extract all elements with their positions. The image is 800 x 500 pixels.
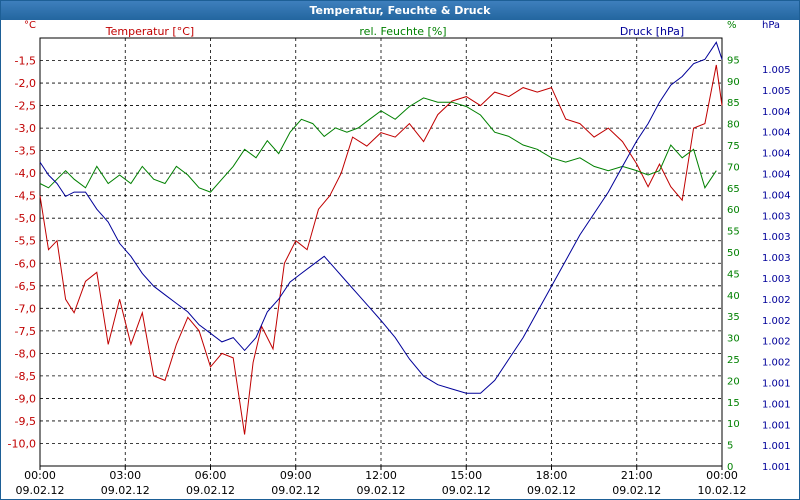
pressure-tick-label: 1.003 (762, 274, 791, 285)
x-tick-time: 00:00 (706, 469, 738, 482)
humidity-tick-label: 30 (727, 334, 740, 345)
humidity-tick-label: 10 (727, 419, 740, 430)
temperature-tick-label: -2,5 (15, 100, 36, 113)
humidity-tick-label: 40 (727, 291, 740, 302)
plot-area (39, 37, 723, 467)
pressure-tick-label: 1.001 (762, 441, 791, 452)
x-tick-date: 09.02.12 (527, 484, 576, 497)
humidity-tick-label: 35 (727, 312, 740, 323)
humidity-tick-label: 60 (727, 205, 740, 216)
pressure-tick-label: 1.004 (762, 190, 791, 201)
pressure-tick-label: 1.002 (762, 337, 791, 348)
temperature-tick-label: -6,0 (15, 257, 36, 270)
pressure-tick-label: 1.002 (762, 358, 791, 369)
temperature-tick-label: -4,5 (15, 190, 36, 203)
temperature-tick-label: -5,5 (15, 235, 36, 248)
humidity-tick-label: 20 (727, 376, 740, 387)
pressure-tick-label: 1.004 (762, 170, 791, 181)
x-tick-date: 09.02.12 (186, 484, 235, 497)
humidity-tick-label: 80 (727, 120, 740, 131)
x-tick-date: 09.02.12 (101, 484, 150, 497)
humidity-tick-label: 25 (727, 355, 740, 366)
humidity-tick-label: 0 (727, 462, 733, 473)
humidity-tick-label: 85 (727, 98, 740, 109)
series-line-temperature (39, 64, 723, 435)
x-tick-date: 10.02.12 (698, 484, 747, 497)
humidity-axis-title: rel. Feuchte [%] (359, 25, 446, 38)
temperature-tick-label: -3,5 (15, 145, 36, 158)
temperature-tick-label: -10,0 (8, 437, 36, 450)
pressure-unit-label: hPa (762, 20, 780, 31)
temperature-tick-label: -1,5 (15, 55, 36, 68)
humidity-tick-label: 70 (727, 162, 740, 173)
x-tick-time: 12:00 (365, 469, 397, 482)
x-tick-time: 03:00 (109, 469, 141, 482)
humidity-tick-label: 90 (727, 77, 740, 88)
pressure-tick-label: 1.003 (762, 232, 791, 243)
x-tick-time: 18:00 (536, 469, 568, 482)
pressure-tick-label: 1.005 (762, 86, 791, 97)
x-tick-date: 09.02.12 (612, 484, 661, 497)
temperature-tick-label: -9,0 (15, 392, 36, 405)
x-tick-date: 09.02.12 (16, 484, 65, 497)
series-line-humidity (39, 97, 717, 193)
humidity-tick-label: 50 (727, 248, 740, 259)
x-tick-time: 15:00 (450, 469, 482, 482)
pressure-tick-label: 1.004 (762, 128, 791, 139)
pressure-tick-label: 1.003 (762, 253, 791, 264)
pressure-tick-label: 1.004 (762, 107, 791, 118)
temperature-tick-label: -8,5 (15, 370, 36, 383)
humidity-tick-label: 95 (727, 55, 740, 66)
humidity-tick-label: 45 (727, 269, 740, 280)
pressure-tick-label: 1.001 (762, 379, 791, 390)
x-tick-time: 06:00 (195, 469, 227, 482)
x-tick-date: 09.02.12 (442, 484, 491, 497)
humidity-tick-label: 75 (727, 141, 740, 152)
temperature-tick-label: -4,0 (15, 167, 36, 180)
temperature-tick-label: -7,0 (15, 302, 36, 315)
pressure-tick-label: 1.004 (762, 149, 791, 160)
x-tick-time: 21:00 (621, 469, 653, 482)
temperature-tick-label: -7,5 (15, 325, 36, 338)
x-tick-date: 09.02.12 (271, 484, 320, 497)
temperature-tick-label: -9,5 (15, 415, 36, 428)
temperature-tick-label: -6,5 (15, 280, 36, 293)
humidity-tick-label: 65 (727, 184, 740, 195)
temperature-tick-label: -8,0 (15, 347, 36, 360)
pressure-tick-label: 1.003 (762, 211, 791, 222)
pressure-tick-label: 1.001 (762, 420, 791, 431)
pressure-tick-label: 1.002 (762, 295, 791, 306)
temperature-unit-label: °C (24, 20, 36, 31)
humidity-tick-label: 55 (727, 227, 740, 238)
pressure-tick-label: 1.001 (762, 399, 791, 410)
x-tick-time: 00:00 (24, 469, 56, 482)
series-line-pressure (39, 41, 723, 394)
pressure-tick-label: 1.005 (762, 65, 791, 76)
pressure-axis-title: Druck [hPa] (620, 25, 684, 38)
x-tick-time: 09:00 (280, 469, 312, 482)
humidity-unit-label: % (727, 20, 737, 31)
temperature-axis-title: Temperatur [°C] (105, 25, 194, 38)
x-tick-date: 09.02.12 (357, 484, 406, 497)
temperature-tick-label: -2,0 (15, 77, 36, 90)
humidity-tick-label: 5 (727, 441, 733, 452)
temperature-tick-label: -3,0 (15, 122, 36, 135)
pressure-tick-label: 1.002 (762, 316, 791, 327)
humidity-tick-label: 15 (727, 398, 740, 409)
temperature-tick-label: -5,0 (15, 212, 36, 225)
window-title: Temperatur, Feuchte & Druck (1, 1, 799, 20)
pressure-tick-label: 1.001 (762, 462, 791, 473)
